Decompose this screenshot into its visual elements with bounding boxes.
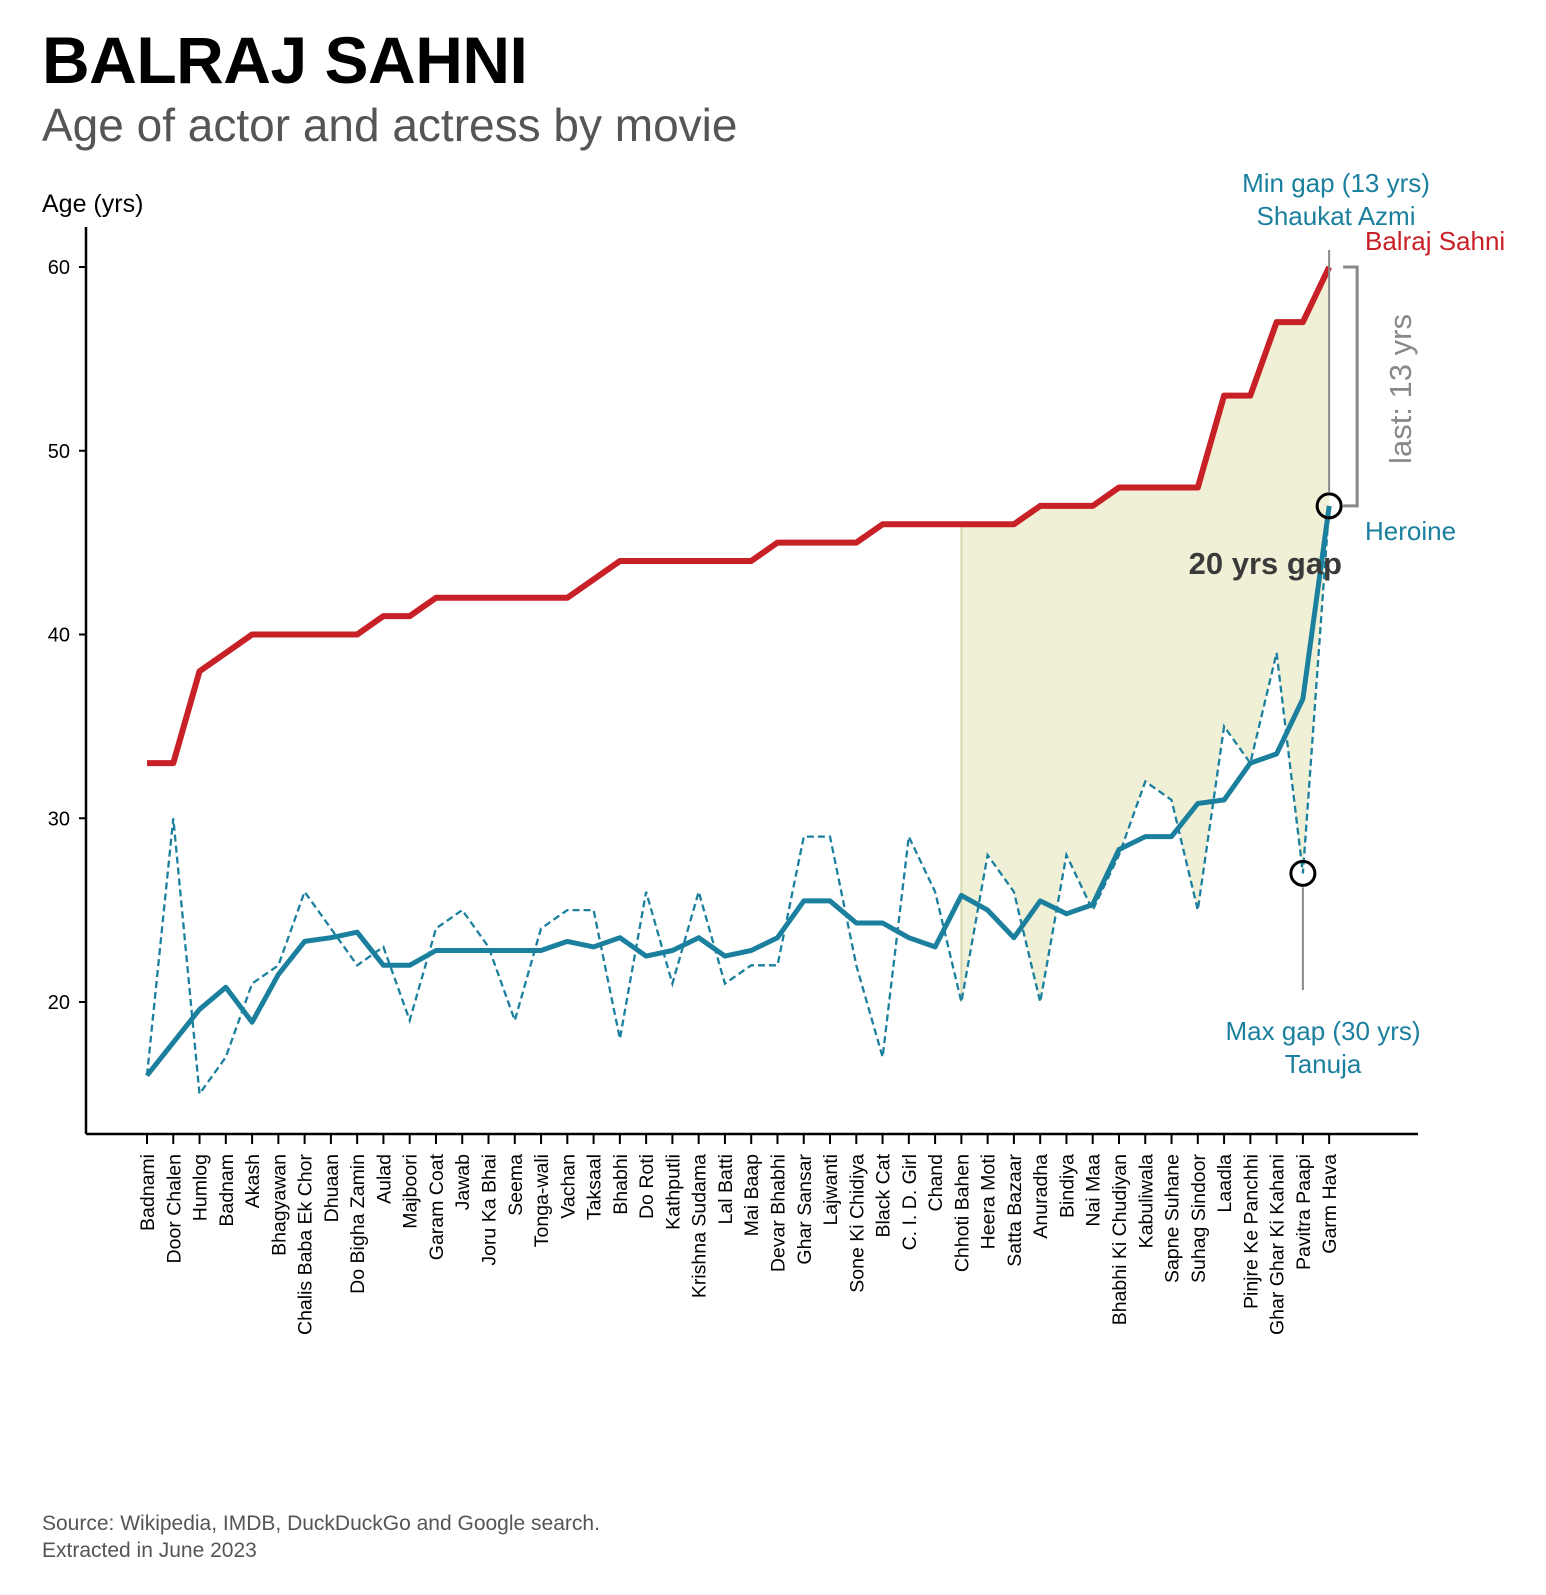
x-tick-label: Sapne Suhane — [1162, 1154, 1184, 1283]
last-gap-label: last: 13 yrs — [1383, 314, 1418, 464]
actor-series-label: Balraj Sahni — [1365, 226, 1505, 256]
x-tick-label: Door Chalen — [163, 1154, 185, 1263]
x-tick-label: Devar Bhabhi — [767, 1154, 789, 1272]
x-tick-label: Do Bigha Zamin — [347, 1154, 369, 1294]
x-tick-label: Tonga-wali — [531, 1154, 553, 1247]
x-tick-label: Badnam — [216, 1154, 238, 1227]
max-gap-label: Max gap (30 yrs) — [1225, 1016, 1420, 1046]
x-tick-label: Garam Coat — [426, 1153, 448, 1260]
max-gap-marker — [1289, 859, 1317, 887]
y-tick-label: 20 — [48, 992, 70, 1014]
x-tick-label: Dhuaan — [321, 1154, 343, 1222]
x-tick-label: Suhag Sindoor — [1188, 1154, 1210, 1284]
x-tick-label: Majboori — [400, 1154, 422, 1229]
x-tick-label: Pavitra Paapi — [1293, 1154, 1315, 1270]
x-tick-label: Bhabhi — [610, 1154, 632, 1215]
x-tick-label: Chhoti Bahen — [951, 1154, 973, 1272]
gap-shade-layer — [960, 267, 1330, 1002]
x-tick-label: Badnami — [137, 1154, 159, 1231]
min-gap-name: Shaukat Azmi — [1257, 201, 1416, 231]
x-tick-label: Anuradha — [1030, 1154, 1052, 1239]
x-tick-label: Lal Batti — [715, 1154, 737, 1224]
axes: 20 30 40 50 60 Age (yrs) Badnami Door Chalen Hum… — [42, 190, 1418, 1335]
x-tick-label: Ghar Sansar — [794, 1154, 816, 1265]
gap-shade — [961, 267, 1330, 1002]
x-tick-label: Mai Baap — [741, 1154, 763, 1237]
x-tick-label: Do Roti — [636, 1154, 658, 1219]
x-tick-label: Chand — [925, 1154, 947, 1211]
x-tick-label: Sone Ki Chidiya — [846, 1154, 868, 1293]
chart-subtitle: Age of actor and actress by movie — [42, 99, 738, 151]
actor-age-line — [147, 265, 1332, 767]
x-tick-label: Pinjre Ke Panchhi — [1240, 1154, 1262, 1309]
max-gap-name: Tanuja — [1285, 1049, 1362, 1079]
y-tick-label: 50 — [48, 441, 70, 463]
heroine-age-line-dashed — [145, 505, 1331, 1098]
y-axis-label: Age (yrs) — [42, 190, 143, 218]
last-gap-bracket — [1343, 265, 1359, 508]
x-tick-label: Joru Ka Bhai — [479, 1154, 501, 1266]
x-tick-label: Bhabhi Ki Chudiyan — [1109, 1154, 1131, 1325]
y-tick-label: 30 — [48, 808, 70, 830]
x-tick-label: Bindiya — [1056, 1154, 1078, 1218]
heroine-age-trend-line — [145, 505, 1332, 1078]
x-tick-label: Humlog — [190, 1154, 212, 1221]
x-tick-label: Black Cat — [873, 1153, 895, 1237]
y-tick-label: 40 — [48, 625, 70, 647]
x-tick-label: Vachan — [557, 1154, 579, 1219]
min-gap-marker — [1315, 492, 1343, 520]
x-tick-label: Nai Maa — [1083, 1154, 1105, 1227]
x-tick-label: Laadla — [1214, 1154, 1236, 1213]
x-tick-label: C. I. D. Girl — [899, 1154, 921, 1250]
x-tick-label: Satta Bazaar — [1004, 1153, 1026, 1266]
x-tick-label: Garm Hava — [1319, 1154, 1341, 1254]
x-tick-label: Krishna Sudama — [689, 1154, 711, 1298]
x-tick-label: Heera Moti — [978, 1154, 1000, 1249]
x-tick-label: Kabuliwala — [1135, 1154, 1157, 1248]
chart-title: BALRAJ SAHNI — [42, 23, 528, 97]
x-tick-label: Aulad — [373, 1154, 395, 1204]
min-gap-label: Min gap (13 yrs) — [1242, 168, 1430, 198]
y-tick-label: 60 — [48, 257, 70, 279]
source-line-1: Source: Wikipedia, IMDB, DuckDuckGo and … — [42, 1512, 600, 1535]
x-tick-label: Kathputli — [662, 1154, 684, 1230]
source-line-2: Extracted in June 2023 — [42, 1539, 257, 1562]
annotations-layer — [1289, 250, 1359, 990]
x-tick-label: Taksaal — [584, 1154, 606, 1220]
x-tick-label: Seema — [505, 1154, 527, 1216]
x-tick-label: Akash — [242, 1154, 264, 1208]
series-layer — [145, 265, 1332, 1098]
average-gap-label: 20 yrs gap — [1189, 546, 1342, 581]
x-tick-label: Ghar Ghar Ki Kahani — [1267, 1154, 1289, 1335]
x-tick-label: Bhagyawan — [268, 1154, 290, 1256]
source-note: Source: Wikipedia, IMDB, DuckDuckGo and … — [42, 1510, 600, 1564]
x-tick-label: Jawab — [452, 1154, 474, 1211]
x-tick-label: Chalis Baba Ek Chor — [295, 1154, 317, 1336]
heroine-series-label: Heroine — [1365, 516, 1456, 546]
x-tick-label: Lajwanti — [820, 1154, 842, 1226]
